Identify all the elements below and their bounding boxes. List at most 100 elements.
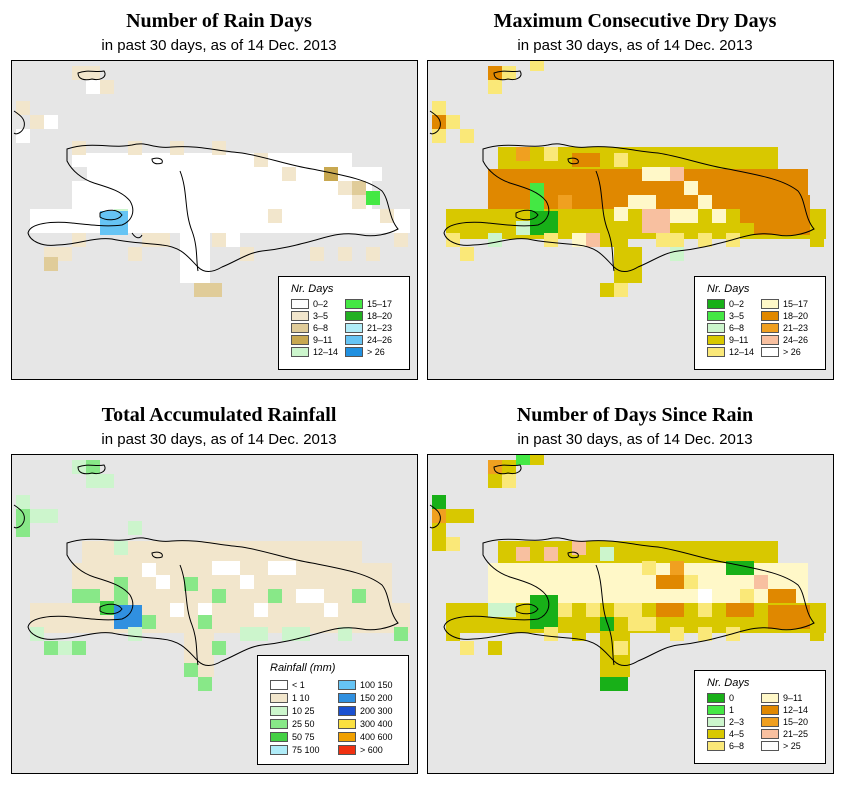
legend-swatch <box>707 311 725 321</box>
legend-swatch <box>761 741 779 751</box>
legend-swatch <box>291 335 309 345</box>
legend-label: 200 300 <box>360 706 393 716</box>
legend-label: > 25 <box>783 741 801 751</box>
legend-label: < 1 <box>292 680 305 690</box>
panel-rain-days: Number of Rain Days in past 30 days, as … <box>11 0 427 380</box>
map-frame: Rainfall (mm) < 1 1 10 10 25 25 50 50 75… <box>11 454 418 774</box>
legend-item: 25 50 <box>270 719 315 729</box>
legend-swatch <box>707 347 725 357</box>
legend-label: 0–2 <box>313 299 329 309</box>
legend-swatch <box>345 335 363 345</box>
legend-swatch <box>338 732 356 742</box>
legend-label: 21–23 <box>783 323 809 333</box>
legend-item: 21–23 <box>345 323 392 333</box>
legend-label: 9–11 <box>783 693 803 703</box>
legend-title: Nr. Days <box>707 283 750 295</box>
legend-label: 21–23 <box>367 323 393 333</box>
map-frame: Nr. Days 0–2 3–5 6–8 9–11 12–14 15–17 18… <box>11 60 418 380</box>
legend-item: 300 400 <box>338 719 393 729</box>
legend-swatch <box>761 299 779 309</box>
legend-swatch <box>761 347 779 357</box>
legend-swatch <box>338 719 356 729</box>
legend-item: 150 200 <box>338 693 393 703</box>
legend-item: 3–5 <box>707 311 744 321</box>
legend-item: 2–3 <box>707 717 744 727</box>
legend-label: 2–3 <box>729 717 745 727</box>
legend-swatch <box>270 706 288 716</box>
legend-item: 4–5 <box>707 729 744 739</box>
legend-label: 4–5 <box>729 729 745 739</box>
rainfall-map <box>13 460 410 691</box>
legend-item: 9–11 <box>761 693 802 703</box>
legend-swatch <box>270 719 288 729</box>
coastline <box>429 70 815 272</box>
legend-item: 75 100 <box>270 745 320 755</box>
legend-label: 18–20 <box>367 311 393 321</box>
legend-swatch <box>338 693 356 703</box>
legend-item: 21–25 <box>761 729 808 739</box>
legend-swatch <box>291 299 309 309</box>
legend-item: 21–23 <box>761 323 808 333</box>
legend-item: > 26 <box>345 347 385 357</box>
legend-swatch <box>707 729 725 739</box>
legend-label: 9–11 <box>313 335 333 345</box>
legend-label: 100 150 <box>360 680 393 690</box>
legend-label: 21–25 <box>783 729 809 739</box>
legend-label: 6–8 <box>313 323 329 333</box>
panel-title: Maximum Consecutive Dry Days <box>493 10 777 32</box>
days-since-rain-map <box>429 455 826 691</box>
legend-item: 100 150 <box>338 680 393 690</box>
legend-box: Nr. Days 0 1 2–3 4–5 6–8 9–11 12–14 15–2… <box>694 670 826 764</box>
legend-label: 75 100 <box>292 745 320 755</box>
legend-label: 15–20 <box>783 717 809 727</box>
legend-label: 24–26 <box>783 335 809 345</box>
legend-box: Nr. Days 0–2 3–5 6–8 9–11 12–14 15–17 18… <box>694 276 826 370</box>
legend-swatch <box>761 311 779 321</box>
legend-label: 0–2 <box>729 299 745 309</box>
legend-swatch <box>270 745 288 755</box>
legend-label: 1 <box>729 705 735 715</box>
legend-swatch <box>291 311 309 321</box>
legend-swatch <box>270 693 288 703</box>
legend-label: 25 50 <box>292 719 315 729</box>
map-frame: Nr. Days 0 1 2–3 4–5 6–8 9–11 12–14 15–2… <box>427 454 834 774</box>
legend-item: > 26 <box>761 347 801 357</box>
legend-swatch <box>761 705 779 715</box>
legend-swatch <box>707 705 725 715</box>
legend-item: 9–11 <box>291 335 332 345</box>
legend-item: 9–11 <box>707 335 748 345</box>
legend-item: 200 300 <box>338 706 393 716</box>
grid-cells <box>16 66 410 297</box>
legend-swatch <box>291 347 309 357</box>
legend-title: Nr. Days <box>707 677 750 689</box>
legend-label: 15–17 <box>783 299 809 309</box>
legend-swatch <box>270 732 288 742</box>
legend-swatch <box>707 741 725 751</box>
legend-label: 150 200 <box>360 693 393 703</box>
legend-item: > 600 <box>338 745 383 755</box>
legend-label: 24–26 <box>367 335 393 345</box>
legend-item: 1 <box>707 705 734 715</box>
legend-swatch <box>761 335 779 345</box>
legend-label: 3–5 <box>729 311 745 321</box>
panel-subtitle: in past 30 days, as of 14 Dec. 2013 <box>517 37 753 54</box>
legend-box: Nr. Days 0–2 3–5 6–8 9–11 12–14 15–17 18… <box>278 276 410 370</box>
legend-title: Nr. Days <box>291 283 334 295</box>
legend-swatch <box>345 323 363 333</box>
legend-item: 400 600 <box>338 732 393 742</box>
legend-item: 0 <box>707 693 734 703</box>
legend-label: 3–5 <box>313 311 329 321</box>
legend-label: 12–14 <box>729 347 755 357</box>
legend-label: 6–8 <box>729 741 745 751</box>
legend-swatch <box>345 311 363 321</box>
panel-days-since-rain: Number of Days Since Rain in past 30 day… <box>427 394 843 774</box>
legend-item: 1 10 <box>270 693 310 703</box>
panel-subtitle: in past 30 days, as of 14 Dec. 2013 <box>101 431 337 448</box>
legend-item: 6–8 <box>291 323 328 333</box>
map-frame: Nr. Days 0–2 3–5 6–8 9–11 12–14 15–17 18… <box>427 60 834 380</box>
legend-item: < 1 <box>270 680 305 690</box>
legend-label: > 26 <box>367 347 385 357</box>
legend-item: 18–20 <box>345 311 392 321</box>
panel-rainfall: Total Accumulated Rainfall in past 30 da… <box>11 394 427 774</box>
legend-swatch <box>707 693 725 703</box>
